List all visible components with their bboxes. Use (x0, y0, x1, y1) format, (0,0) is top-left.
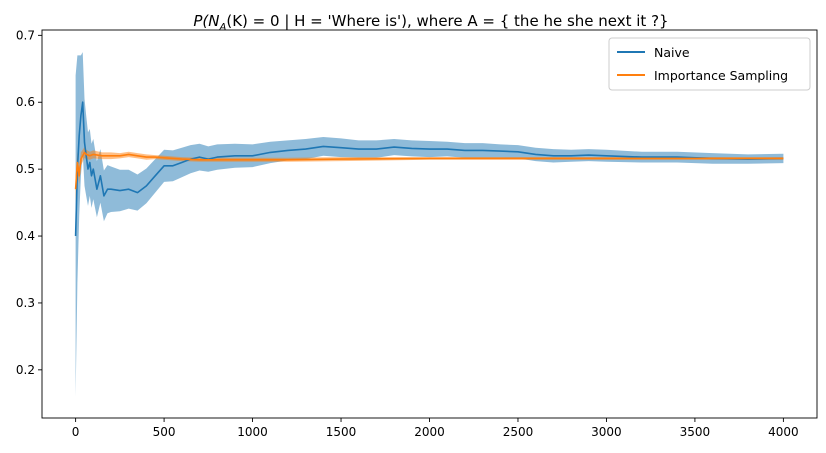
x-tick-label: 4000 (768, 425, 799, 439)
y-tick-label: 0.4 (16, 229, 35, 243)
plot-frame (41, 29, 818, 419)
chart-title: P(NA(K) = 0 | H = 'Where is'), where A =… (193, 12, 668, 33)
legend: Naive Importance Sampling (608, 37, 811, 91)
y-tick-label: 0.3 (16, 296, 35, 310)
x-tick-label: 2500 (503, 425, 534, 439)
x-tick-label: 500 (153, 425, 176, 439)
series-line-naive (74, 101, 784, 237)
x-tick-label: 3500 (680, 425, 711, 439)
chart-title-part-b: A (219, 22, 227, 33)
chart-title-part-c: (K) = 0 | H = 'Where is'), where A = { t… (226, 12, 668, 30)
legend-label-importance-sampling: Importance Sampling (654, 68, 788, 83)
legend-box (608, 37, 811, 91)
x-tick-label: 3000 (591, 425, 622, 439)
y-tick-label: 0.5 (16, 162, 35, 176)
band-importance-sampling (75, 147, 784, 203)
x-tick-label: 1000 (237, 425, 268, 439)
y-tick-label: 0.2 (16, 363, 35, 377)
y-tick-label: 0.6 (16, 95, 35, 109)
y-axis-ticks: 0.2 0.3 0.4 0.5 0.6 0.7 (16, 28, 42, 377)
chart-title-part-a: P(N (193, 12, 219, 30)
y-tick-label: 0.7 (16, 28, 35, 42)
x-axis-ticks: 0 500 1000 1500 2000 2500 3000 3500 4000 (72, 418, 799, 439)
x-tick-label: 2000 (414, 425, 445, 439)
confidence-bands (75, 52, 784, 397)
x-tick-label: 1500 (326, 425, 357, 439)
series-lines (74, 101, 784, 237)
x-tick-label: 0 (72, 425, 80, 439)
legend-label-naive: Naive (654, 45, 690, 60)
series-line-importance-sampling (74, 151, 784, 190)
